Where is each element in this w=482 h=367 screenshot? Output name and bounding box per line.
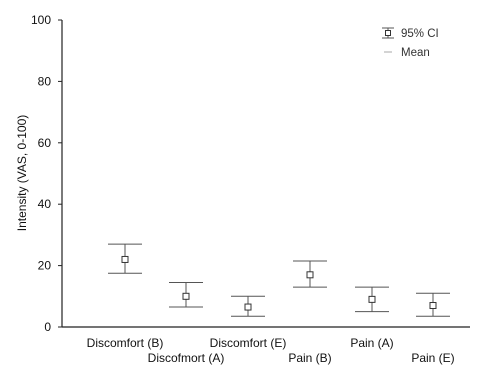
x-labels: Discomfort (B)Discofmort (A)Discomfort (… [87, 336, 455, 365]
legend-mean-label: Mean [401, 47, 430, 59]
error-bar [416, 292, 450, 317]
category-label: Pain (B) [288, 351, 331, 365]
error-bar [169, 281, 203, 308]
category-label: Discomfort (B) [87, 336, 164, 350]
error-bar [231, 295, 265, 317]
y-tick-label: 40 [38, 197, 52, 211]
legend-ci-label: 95% CI [401, 28, 439, 40]
category-label: Discomfort (E) [210, 336, 287, 350]
y-tick-label: 0 [44, 320, 51, 334]
chart-marks [108, 243, 450, 317]
mean-point [182, 292, 190, 300]
error-bar [355, 286, 389, 313]
y-tick-label: 100 [31, 13, 51, 27]
legend-ci-icon [382, 27, 394, 39]
error-bar [293, 260, 327, 288]
category-label: Pain (A) [350, 336, 393, 350]
error-bar [108, 243, 142, 274]
mean-point [368, 295, 376, 303]
y-axis-label: Intensity (VAS, 0-100) [15, 115, 29, 232]
y-tick-label: 60 [38, 136, 52, 150]
mean-point [306, 271, 314, 279]
y-ticks: 0 20 40 60 80 100 [31, 13, 62, 334]
mean-point [121, 255, 129, 263]
y-tick-label: 80 [38, 74, 52, 88]
mean-point [244, 303, 252, 311]
legend: 95% CI Mean [382, 27, 439, 59]
y-tick-label: 20 [38, 259, 52, 273]
category-label: Discofmort (A) [148, 351, 225, 365]
category-label: Pain (E) [411, 351, 454, 365]
mean-point [429, 302, 437, 310]
